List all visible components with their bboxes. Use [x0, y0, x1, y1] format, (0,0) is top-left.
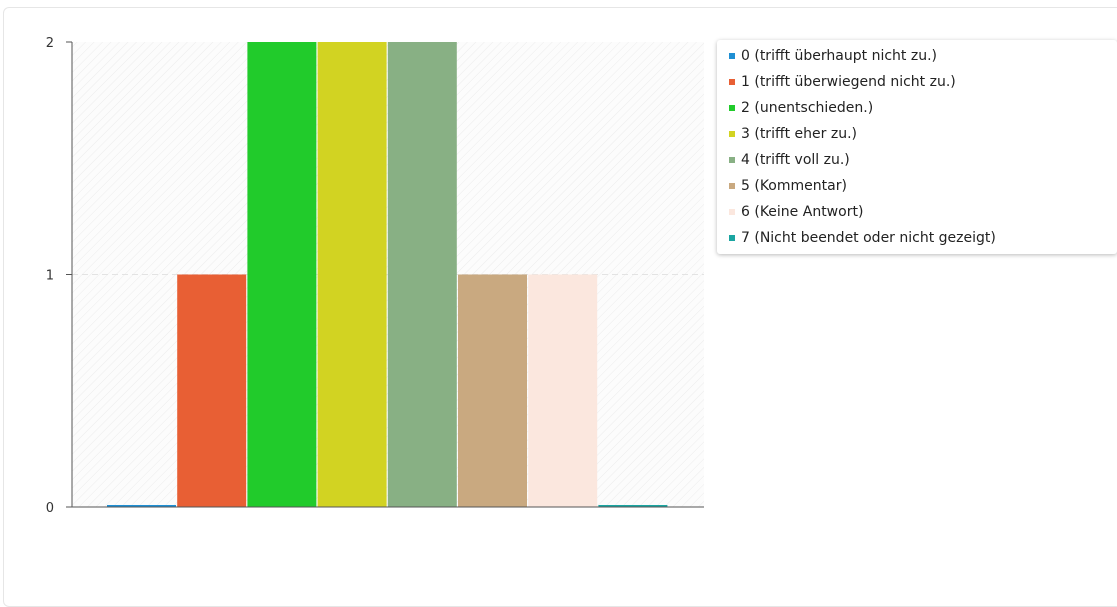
legend-label: 6 (Keine Antwort)	[741, 199, 863, 225]
legend-label: 1 (trifft überwiegend nicht zu.)	[741, 69, 956, 95]
legend-swatch	[729, 209, 735, 215]
legend-swatch	[729, 105, 735, 111]
bar[interactable]	[177, 275, 246, 508]
legend-swatch	[729, 53, 735, 59]
legend: 0 (trifft überhaupt nicht zu.) 1 (trifft…	[717, 40, 1117, 254]
legend-label: 4 (trifft voll zu.)	[741, 147, 850, 173]
y-tick-label: 1	[46, 269, 54, 284]
legend-swatch	[729, 79, 735, 85]
legend-swatch	[729, 157, 735, 163]
legend-swatch	[729, 183, 735, 189]
y-tick-label: 0	[46, 501, 54, 516]
bar[interactable]	[388, 42, 457, 507]
legend-item[interactable]: 0 (trifft überhaupt nicht zu.)	[729, 43, 1117, 69]
legend-item[interactable]: 1 (trifft überwiegend nicht zu.)	[729, 69, 1117, 95]
bar[interactable]	[528, 275, 597, 508]
legend-label: 2 (unentschieden.)	[741, 95, 873, 121]
bar[interactable]	[458, 275, 527, 508]
legend-label: 0 (trifft überhaupt nicht zu.)	[741, 43, 937, 69]
legend-item[interactable]: 3 (trifft eher zu.)	[729, 121, 1117, 147]
legend-item[interactable]: 7 (Nicht beendet oder nicht gezeigt)	[729, 225, 1117, 251]
bar[interactable]	[318, 42, 387, 507]
legend-item[interactable]: 5 (Kommentar)	[729, 173, 1117, 199]
legend-swatch	[729, 131, 735, 137]
legend-label: 5 (Kommentar)	[741, 173, 847, 199]
legend-swatch	[729, 235, 735, 241]
bar-chart: 0 1 2	[0, 0, 710, 578]
legend-label: 7 (Nicht beendet oder nicht gezeigt)	[741, 225, 996, 251]
legend-item[interactable]: 2 (unentschieden.)	[729, 95, 1117, 121]
legend-item[interactable]: 4 (trifft voll zu.)	[729, 147, 1117, 173]
legend-item[interactable]: 6 (Keine Antwort)	[729, 199, 1117, 225]
bar[interactable]	[247, 42, 316, 507]
legend-label: 3 (trifft eher zu.)	[741, 121, 857, 147]
y-tick-label: 2	[46, 36, 54, 51]
